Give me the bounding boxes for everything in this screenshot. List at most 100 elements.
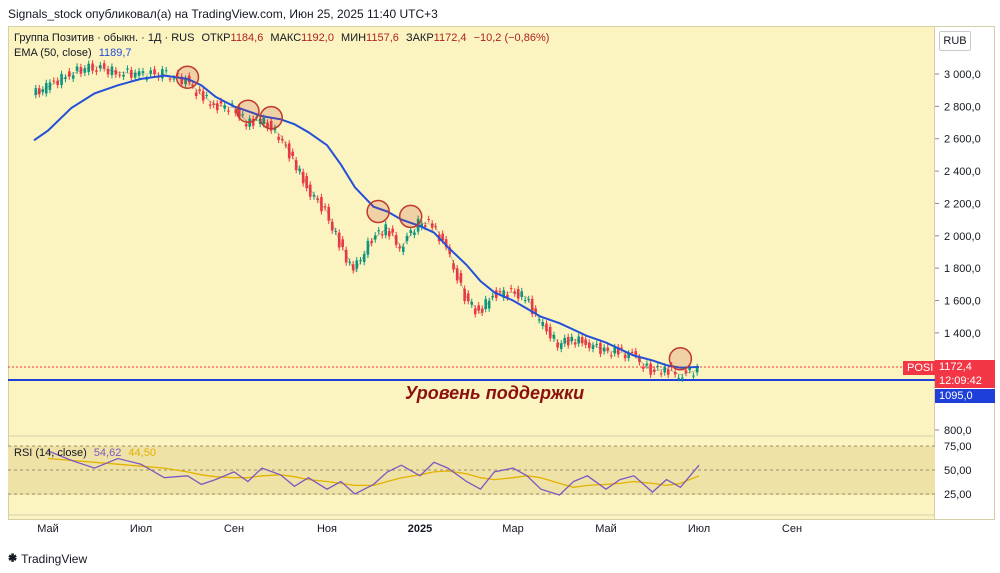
candle-body [427, 218, 431, 220]
candle-body [656, 365, 660, 367]
candle-body [434, 226, 437, 228]
candle-body [48, 82, 52, 90]
time-tick-label: Сен [224, 523, 244, 535]
countdown-tag: 12:09:42 [935, 374, 995, 388]
open-value: 1184,6 [230, 32, 264, 44]
candle-body [620, 347, 623, 349]
time-tick-label: 2025 [408, 523, 432, 535]
candle-body [348, 261, 351, 263]
price-tick-label: 2 400,0 [944, 166, 981, 178]
high-label: МАКС [270, 32, 302, 44]
touch-circles [175, 65, 693, 371]
candle-body [323, 206, 327, 208]
candle-body [149, 70, 152, 74]
candle-body [413, 232, 416, 236]
candle-body [208, 104, 212, 106]
price-tick-label: 1 600,0 [944, 296, 981, 308]
rsi-ma-value: 44,50 [128, 447, 156, 459]
time-tick-label: Июл [688, 523, 710, 535]
candle-body [341, 239, 344, 248]
candle-body [377, 230, 381, 232]
candle-body [627, 353, 630, 359]
candle-body [641, 366, 645, 369]
candle-body [405, 235, 409, 241]
candle-body [484, 299, 487, 310]
candle-body [545, 323, 548, 332]
candle-body [205, 95, 208, 97]
candle-body [305, 176, 308, 189]
low-label: МИН [341, 32, 367, 44]
candle-body [613, 347, 617, 354]
candle-body [91, 63, 94, 71]
candle-body [212, 103, 215, 106]
candle-body [52, 80, 56, 82]
support-price-tag: 1095,0 [935, 389, 995, 403]
candle-body [695, 367, 699, 373]
candle-body [384, 224, 388, 236]
time-tick-label: Ноя [317, 523, 337, 535]
candle-body [237, 106, 241, 118]
candle-body [473, 308, 477, 315]
time-tick-label: Май [595, 523, 617, 535]
candle-body [75, 66, 79, 71]
candle-body [244, 123, 248, 127]
publisher-line: Signals_stock опубликовал(а) на TradingV… [8, 7, 438, 21]
candle-body [223, 105, 226, 109]
candle-body [362, 254, 366, 263]
candle-body [227, 110, 230, 112]
candle-body [573, 342, 577, 345]
close-label: ЗАКР [405, 32, 434, 44]
candle-body [677, 377, 680, 379]
rsi-tick-label: 50,00 [944, 465, 972, 477]
candle-body [391, 228, 394, 233]
price-tick-label: 1 400,0 [944, 328, 981, 340]
candle-body [273, 127, 277, 131]
candle-body [477, 305, 481, 311]
price-line [33, 65, 700, 376]
touch-circle [398, 204, 423, 229]
legend-ema: EMA (50, close) 1189,7 [14, 47, 132, 59]
candle-body [37, 88, 41, 95]
currency-button[interactable]: RUB [939, 31, 971, 51]
ticker-tag: POSI [903, 361, 938, 375]
candle-body [652, 369, 656, 372]
candle-body [420, 223, 424, 228]
support-level-label: Уровень поддержки [405, 383, 585, 403]
candle-body [673, 372, 677, 375]
candle-body [180, 76, 183, 84]
candle-body [355, 260, 359, 269]
candle-body [466, 293, 470, 302]
candle-body [137, 71, 141, 76]
tradingview-logo[interactable]: 🞸 TradingView [8, 549, 87, 568]
candle-body [95, 70, 98, 72]
candle-body [164, 70, 168, 72]
rsi-label: RSI (14, close) [14, 447, 87, 459]
candle-body [294, 160, 298, 171]
candle-body [269, 120, 273, 131]
rsi-value: 54,62 [93, 447, 122, 459]
candle-body [102, 63, 106, 69]
legend-rsi: RSI (14, close) 54,62 44,50 [14, 447, 156, 459]
candle-body [666, 369, 670, 375]
candle-body [537, 319, 541, 321]
candle-body [327, 206, 331, 221]
candle-body [680, 377, 684, 379]
candle-body [234, 109, 238, 114]
candle-body [684, 370, 688, 373]
legend-ohlc: Группа Позитив · обыкн. · 1Д · RUS ОТКР1… [14, 32, 549, 44]
last-price-tag: 1172,4 [935, 360, 995, 374]
price-series [33, 65, 700, 376]
high-value: 1192,0 [301, 32, 334, 44]
price-tick-label: 2 600,0 [944, 134, 981, 146]
candle-body [409, 230, 412, 233]
candle-body [587, 342, 591, 349]
candle-body [130, 70, 133, 78]
price-axis-panel[interactable] [935, 26, 995, 520]
candle-body [430, 223, 434, 228]
candle-body [448, 247, 452, 255]
candle-body [649, 363, 652, 375]
candle-body [444, 239, 448, 248]
candle-body [133, 72, 137, 78]
candle-body [230, 103, 234, 105]
